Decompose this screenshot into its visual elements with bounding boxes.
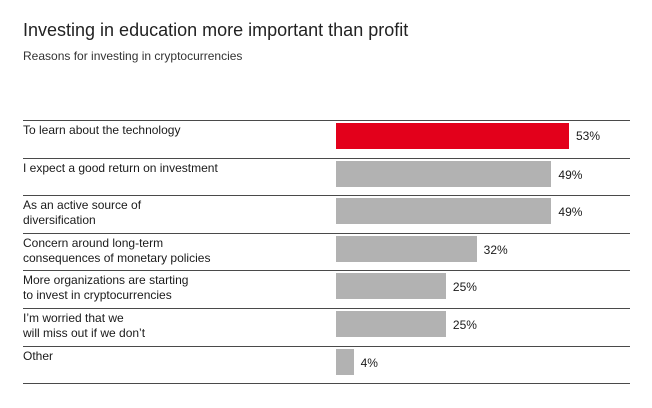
value-label: 32% — [483, 242, 508, 257]
category-label-line: Other — [23, 348, 54, 363]
category-label-line: As an active source of — [23, 198, 142, 213]
category-label-line: More organizations are starting — [23, 273, 189, 288]
value-label: 49% — [558, 167, 583, 182]
category-label-line: To learn about the technology — [23, 123, 181, 137]
row-divider — [23, 270, 630, 272]
category-label-line: will miss out if we don’t — [23, 326, 146, 340]
bar — [336, 273, 446, 300]
value-label: 25% — [452, 280, 477, 295]
bar — [336, 311, 446, 337]
bar — [336, 123, 569, 149]
row-divider — [23, 157, 630, 159]
category-label-line: to invest in cryptocurrencies — [23, 288, 172, 303]
value-label: 53% — [576, 129, 601, 143]
category-label: As an active source of diversification — [23, 198, 323, 228]
category-label: Other — [23, 349, 323, 364]
row-divider — [23, 120, 630, 121]
category-label: I expect a good return on investment — [23, 161, 323, 176]
category-label-line: I expect a good return on investment — [23, 160, 218, 175]
bar — [336, 348, 354, 375]
chart-title: Investing in education more important th… — [23, 20, 409, 40]
category-label-line: I’m worried that we — [23, 311, 124, 325]
category-label-line: Concern around long-term — [23, 235, 164, 250]
row-divider — [23, 308, 630, 309]
bar — [336, 160, 552, 187]
bar — [336, 235, 477, 262]
category-label: To learn about the technology — [23, 123, 323, 138]
value-label: 25% — [452, 318, 477, 332]
category-label: More organizations are starting to invest… — [23, 273, 323, 303]
category-label: I’m worried that we will miss out if we d… — [23, 311, 323, 341]
category-label-line: consequences of monetary policies — [23, 250, 211, 265]
row-divider — [23, 345, 630, 347]
value-label: 4% — [360, 355, 378, 370]
category-label-line: diversification — [23, 213, 96, 228]
row-divider — [23, 232, 630, 234]
value-label: 49% — [558, 205, 583, 220]
category-label: Concern around long-term consequences of … — [23, 236, 323, 266]
row-divider — [23, 195, 630, 197]
bar — [336, 198, 552, 225]
row-divider — [23, 383, 630, 385]
chart-subtitle: Reasons for investing in cryptocurrencie… — [23, 49, 243, 63]
